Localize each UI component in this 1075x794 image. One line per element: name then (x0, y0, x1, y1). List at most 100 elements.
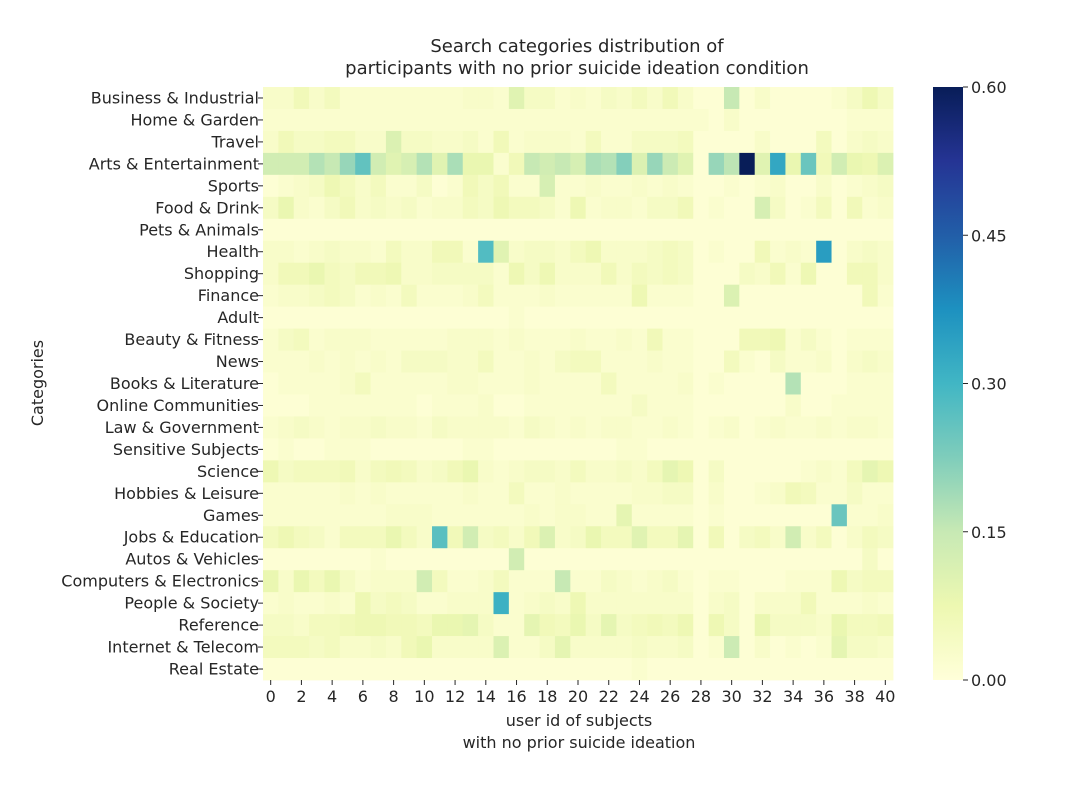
heatmap-cell (616, 614, 633, 637)
heatmap-cell (416, 174, 433, 198)
x-tick-label: 24 (629, 687, 649, 706)
heatmap-cell (785, 658, 802, 681)
heatmap-cell (739, 196, 756, 220)
heatmap-cell (416, 196, 433, 220)
heatmap-cell (432, 350, 448, 373)
heatmap-cell (877, 658, 894, 681)
heatmap-cell (631, 284, 648, 308)
heatmap-cell (631, 460, 648, 483)
heatmap-cell (585, 460, 602, 483)
heatmap-cell (432, 284, 448, 308)
colorbar-tick-label: 0.60 (971, 78, 1007, 97)
heatmap-cell (831, 416, 848, 439)
heatmap-cell (339, 526, 356, 549)
heatmap-cell (478, 504, 494, 527)
heatmap-cell (662, 482, 679, 505)
heatmap-cell (785, 460, 802, 483)
heatmap-cell (739, 460, 756, 483)
heatmap-cell (493, 614, 510, 637)
heatmap-cell (662, 284, 679, 308)
heatmap-cell (754, 196, 771, 220)
heatmap-cell (816, 240, 832, 264)
x-tick-label: 6 (358, 687, 368, 706)
heatmap-cell (785, 262, 802, 286)
heatmap-cell (846, 306, 863, 329)
heatmap-cell (846, 526, 863, 549)
heatmap-cell (263, 87, 279, 110)
heatmap-cell (462, 240, 479, 264)
heatmap-cell (631, 526, 648, 549)
heatmap-cell (478, 460, 494, 483)
heatmap-cell (693, 284, 710, 308)
heatmap-cell (662, 548, 679, 571)
heatmap-cell (554, 548, 571, 571)
heatmap-cell (309, 328, 325, 351)
heatmap-cell (862, 284, 879, 308)
x-tick-label: 32 (752, 687, 772, 706)
heatmap-cell (708, 394, 725, 417)
heatmap-cell (355, 218, 371, 242)
heatmap-cell (493, 526, 510, 549)
heatmap-cell (877, 482, 894, 505)
heatmap-cell (677, 350, 694, 373)
heatmap-cell (846, 262, 863, 286)
heatmap-cell (447, 548, 464, 571)
heatmap-cell (324, 328, 341, 351)
heatmap-cell (309, 196, 325, 220)
heatmap-cell (585, 306, 602, 329)
heatmap-cell (493, 438, 510, 461)
heatmap-cell (508, 548, 525, 571)
heatmap-cell (785, 152, 802, 176)
heatmap-cell (754, 416, 771, 439)
heatmap-cell (539, 658, 556, 681)
heatmap-cell (401, 592, 418, 615)
heatmap-cell (508, 482, 525, 505)
heatmap-cell (401, 482, 418, 505)
heatmap-cell (278, 504, 295, 527)
heatmap-cell (616, 87, 633, 110)
heatmap-cell (877, 306, 894, 329)
heatmap-cell (263, 130, 279, 154)
heatmap-cell (693, 240, 710, 264)
heatmap-cell (739, 328, 756, 351)
heatmap-cell (339, 130, 356, 154)
heatmap-cell (447, 438, 464, 461)
heatmap-cell (508, 438, 525, 461)
y-tick-label: Health (206, 242, 259, 261)
heatmap-cell (554, 196, 571, 220)
heatmap-cell (524, 592, 540, 615)
heatmap-cell (524, 504, 540, 527)
heatmap-cell (785, 592, 802, 615)
heatmap-cell (293, 548, 310, 571)
heatmap-cell (278, 350, 295, 373)
heatmap-cell (846, 196, 863, 220)
heatmap-cell (478, 614, 494, 637)
heatmap-cell (524, 218, 540, 242)
heatmap-cell (416, 570, 433, 593)
heatmap-cell (677, 87, 694, 110)
heatmap-cell (693, 658, 710, 681)
heatmap-cell (385, 570, 402, 593)
heatmap-cell (785, 306, 802, 329)
heatmap-cell (846, 394, 863, 417)
heatmap-cell (293, 174, 310, 198)
heatmap-cell (447, 636, 464, 659)
heatmap-cell (616, 416, 633, 439)
heatmap-cell (585, 350, 602, 373)
heatmap-cell (800, 108, 817, 132)
heatmap-cell (462, 504, 479, 527)
heatmap-cell (432, 306, 448, 329)
heatmap-cell (293, 284, 310, 308)
heatmap-cell (355, 394, 371, 417)
heatmap-cell (539, 636, 556, 659)
heatmap-cell (462, 284, 479, 308)
heatmap-cell (539, 306, 556, 329)
heatmap-cell (355, 636, 371, 659)
heatmap-cell (831, 87, 848, 110)
heatmap-cell (370, 108, 387, 132)
heatmap-cell (770, 350, 786, 373)
heatmap-cell (278, 108, 295, 132)
heatmap-cell (324, 592, 341, 615)
heatmap-cell (324, 438, 341, 461)
heatmap-cell (831, 658, 848, 681)
